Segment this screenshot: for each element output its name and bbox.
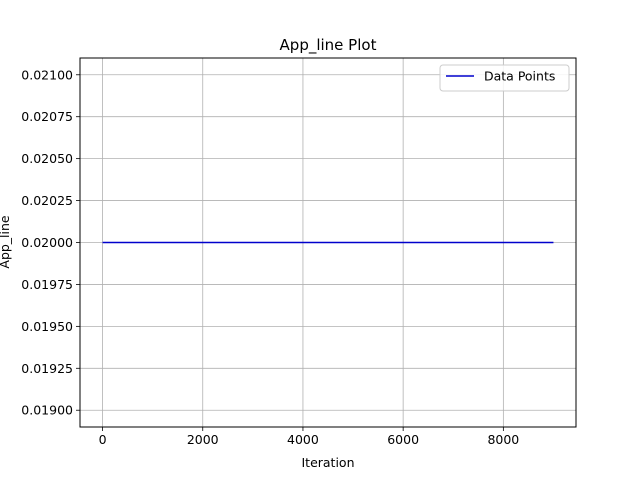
legend-box [439,64,570,92]
x-tick-label: 2000 [187,432,219,447]
x-tick-label: 8000 [487,432,519,447]
y-tick-label: 0.01925 [21,361,73,376]
y-tick-label: 0.02100 [21,67,73,82]
x-axis-label: Iteration [301,455,354,470]
y-tick-label: 0.02075 [21,109,73,124]
y-tick-label: 0.02025 [21,193,73,208]
y-axis-label: App_line [0,215,12,269]
y-tick-label: 0.01950 [21,319,73,334]
y-tick-label: 0.01975 [21,277,73,292]
x-tick-label: 6000 [387,432,419,447]
legend: Data Points [439,64,570,92]
x-tick-label: 4000 [287,432,319,447]
y-tick-label: 0.01900 [21,403,73,418]
legend-label-data-points: Data Points [484,69,555,84]
x-tick-label: 0 [99,432,107,447]
chart-title: App_line Plot [280,36,377,55]
y-tick-label: 0.02050 [21,151,73,166]
ticks-layer: 0 2000 4000 6000 8000 0.01900 0.01925 0.01950 0.… [21,67,519,447]
y-tick-label: 0.02000 [21,235,73,250]
